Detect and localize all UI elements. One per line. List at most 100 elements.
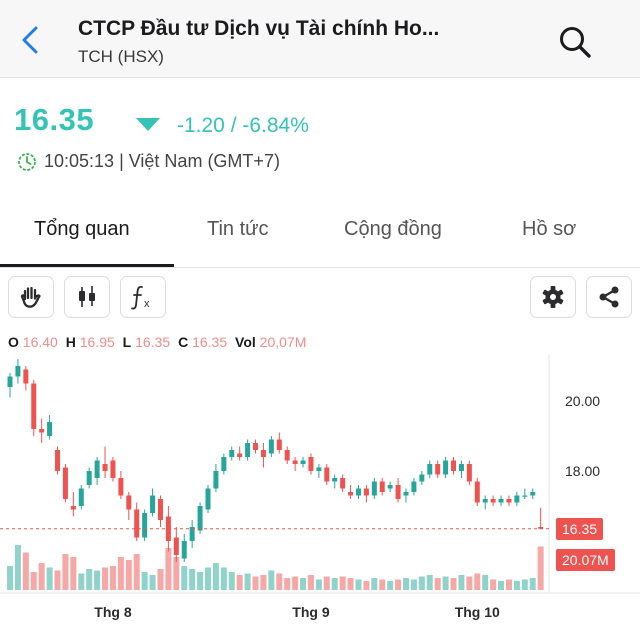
indicator-button[interactable]: x <box>120 276 166 318</box>
volume-bar <box>347 578 354 590</box>
open-value: 16.40 <box>22 334 58 350</box>
volume-bar <box>7 566 13 590</box>
volume-bar <box>149 575 156 590</box>
candle <box>340 478 346 489</box>
volume-bar <box>513 581 520 590</box>
candle <box>31 383 37 429</box>
tab-cong-dong[interactable]: Cộng đồng <box>344 218 442 240</box>
settings-button[interactable] <box>530 276 576 318</box>
candle <box>395 485 401 499</box>
volume-bar <box>197 572 204 590</box>
date-tick-label: Thg 9 <box>292 604 330 620</box>
volume-bar <box>173 557 180 590</box>
candle <box>39 429 45 433</box>
volume-bar <box>54 570 61 590</box>
tab-tin-tuc[interactable]: Tin tức <box>207 218 269 240</box>
candle <box>458 464 464 471</box>
volume-bar <box>133 554 140 590</box>
low-value: 16.35 <box>135 334 171 350</box>
candle <box>316 467 322 471</box>
candle <box>157 499 163 520</box>
candle <box>94 460 100 478</box>
candle <box>70 506 76 510</box>
candle <box>197 506 203 531</box>
volume-bar <box>521 579 528 590</box>
volume-bar <box>236 575 243 590</box>
volume-bar <box>181 566 188 590</box>
volume-bar <box>141 572 148 590</box>
volume-bar <box>94 570 101 590</box>
share-button[interactable] <box>586 276 632 318</box>
candle <box>363 488 369 496</box>
volume-bar <box>86 569 93 590</box>
candle <box>173 537 179 555</box>
search-icon <box>560 27 591 58</box>
candlestick-icon <box>79 286 95 307</box>
volume-bar <box>276 573 283 590</box>
candle <box>482 499 488 503</box>
candle <box>466 464 472 482</box>
chart-type-button[interactable] <box>64 276 110 318</box>
volume-bar <box>268 570 275 590</box>
volume-bar <box>157 569 164 590</box>
app-header: CTCP Đầu tư Dịch vụ Tài chính Ho... TCH … <box>0 0 640 78</box>
candle <box>355 488 361 496</box>
volume-bar <box>307 575 314 590</box>
volume-bar <box>125 560 132 590</box>
candle <box>514 495 520 503</box>
candle <box>205 488 211 510</box>
back-button[interactable] <box>12 22 48 58</box>
svg-text:x: x <box>144 298 150 310</box>
volume-bar <box>165 548 172 590</box>
volume-bar <box>482 575 489 590</box>
candle <box>23 369 29 384</box>
candle <box>253 443 259 450</box>
volume-bar <box>315 579 322 590</box>
share-icon <box>599 286 619 308</box>
volume-bar <box>529 578 536 590</box>
hand-icon <box>20 286 41 308</box>
candle <box>126 495 132 510</box>
candle <box>506 499 512 503</box>
search-button[interactable] <box>555 22 595 62</box>
price-chart[interactable]: 20.00 18.00 Thg 8 Thg 9 Thg 10 <box>0 355 640 630</box>
candle <box>419 474 425 482</box>
ohlc-legend: O 16.40 H 16.95 L 16.35 C 16.35 Vol 20,0… <box>8 334 310 350</box>
candle <box>118 478 124 496</box>
ticker-subtitle: TCH (HSX) <box>78 47 164 66</box>
candle <box>245 443 251 457</box>
volume-bar <box>252 576 259 590</box>
volume-bar <box>371 578 378 590</box>
tab-ho-so[interactable]: Hồ sơ <box>522 218 577 240</box>
volume-bar <box>38 563 45 590</box>
candle <box>498 499 504 503</box>
candle <box>284 450 290 461</box>
volume-bar <box>490 579 497 590</box>
volume-bar <box>212 563 219 590</box>
volume-bars <box>7 545 544 590</box>
volume-bar <box>220 567 227 590</box>
volume-bar <box>117 557 124 590</box>
volume-bar <box>466 576 473 590</box>
last-volume-badge: 20.07M <box>556 548 615 571</box>
candle <box>78 488 84 506</box>
volume-bar <box>537 546 544 590</box>
date-tick-label: Thg 10 <box>455 604 500 620</box>
drawing-tool-button[interactable] <box>8 276 54 318</box>
volume-bar <box>78 573 85 590</box>
high-value: 16.95 <box>79 334 115 350</box>
volume-bar <box>363 581 370 590</box>
volume-bar <box>403 578 409 590</box>
tab-tong-quan[interactable]: Tổng quan <box>34 218 130 240</box>
candle <box>474 481 480 503</box>
candles <box>7 359 544 562</box>
volume-bar <box>426 575 433 590</box>
volume-bar <box>410 579 417 590</box>
candle <box>181 541 187 559</box>
candle <box>530 492 536 496</box>
volume-bar <box>474 573 481 590</box>
candle <box>47 422 53 436</box>
volume-bar <box>355 579 362 590</box>
volume-bar <box>300 578 307 590</box>
volume-bar <box>458 575 465 590</box>
